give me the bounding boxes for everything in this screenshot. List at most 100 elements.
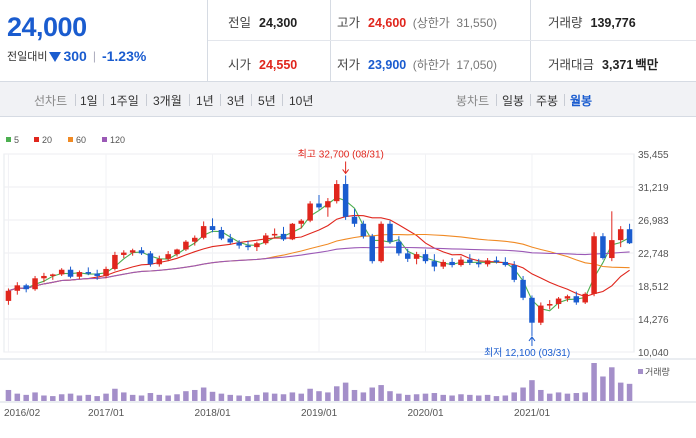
candle-body (475, 262, 482, 265)
volume-bar (227, 394, 234, 401)
legend-label: 120 (110, 135, 125, 145)
divider (220, 94, 221, 106)
candle-body (236, 242, 242, 246)
volume-label: 거래량 (645, 366, 670, 377)
candle-body (555, 298, 562, 305)
candle-chart-label: 봉차트 (456, 94, 490, 108)
candle-body (129, 250, 136, 253)
volume-bar (209, 391, 216, 401)
candle-body (263, 235, 269, 244)
amount-value: 3,371 (602, 58, 634, 72)
volume-bar (387, 391, 393, 401)
y-tick-label: 22,748 (638, 249, 669, 260)
y-tick-label: 10,040 (638, 348, 669, 359)
candle-body (5, 290, 12, 301)
annotations: 최고 32,700 (08/31) 최저 12,100 (03/31) (298, 148, 571, 358)
volume-bar (591, 363, 597, 401)
x-tick-label: 2016/02 (4, 408, 41, 419)
volume-bar (23, 394, 29, 401)
divider (530, 0, 531, 82)
volume-bar (511, 392, 517, 401)
volume-bar (103, 393, 109, 401)
upper-limit-value: 31,550) (456, 16, 498, 30)
high-annotation: 최고 32,700 (08/31) (298, 148, 384, 160)
volume-bar (192, 389, 198, 401)
divider (75, 94, 76, 106)
candle-body (440, 261, 446, 267)
candle-body (404, 253, 411, 259)
high-arrow-icon (342, 161, 350, 175)
divider (282, 94, 283, 106)
period-1d[interactable]: 1일 (80, 94, 98, 108)
price-chart[interactable]: 5 20 60 120 최고 32,700 (08/31) 최저 12,100 (03/… (0, 125, 696, 438)
volume-bar (609, 367, 615, 401)
volume-bar (32, 392, 38, 401)
candle-body (174, 249, 180, 255)
high-price: 고가 24,600 (상한가 31,550) (337, 12, 497, 31)
volume-bar (50, 396, 56, 401)
x-tick-label: 2017/01 (88, 408, 125, 419)
y-tick-label: 18,512 (638, 282, 669, 293)
prev-close-label: 전일 (228, 16, 252, 30)
candle-body (387, 223, 393, 242)
line-chart-label: 선차트 (34, 94, 68, 108)
period-3y[interactable]: 3년 (227, 94, 245, 108)
candle-body (378, 223, 384, 262)
change-row: 전일대비 300 | -1.23% (7, 48, 146, 64)
price-summary: 24,000 전일대비 300 | -1.23% 전일 24,300 시가 24,5… (0, 0, 696, 82)
x-axis: 2016/02 2017/01 2018/01 2019/01 2020/01 2021/… (0, 358, 696, 419)
volume-bar (325, 392, 331, 401)
candle-body (538, 305, 544, 323)
volume-bar (254, 394, 260, 401)
open-label: 시가 (228, 58, 252, 72)
candle-body (502, 261, 509, 266)
divider (496, 94, 497, 106)
volume-bar (431, 393, 438, 401)
candle-body (458, 259, 464, 266)
volume-bar (484, 394, 491, 401)
candle-body (289, 223, 296, 240)
volume-bar (316, 391, 322, 401)
candle-body (413, 254, 420, 259)
ma-line-20 (8, 214, 630, 298)
change-separator: | (92, 49, 96, 63)
change-label: 전일대비 (7, 51, 48, 63)
divider (103, 94, 104, 106)
volume-bar (449, 395, 455, 401)
candle-body (165, 254, 171, 259)
candle-body (609, 240, 615, 259)
period-5y[interactable]: 5년 (258, 94, 276, 108)
x-tick-label: 2020/01 (407, 408, 444, 419)
open-price: 시가 24,550 (228, 54, 297, 73)
candle-weekly[interactable]: 주봉 (536, 94, 559, 108)
low-arrow-icon (528, 336, 536, 346)
period-10y[interactable]: 10년 (289, 94, 314, 108)
volume-value: 139,776 (590, 16, 636, 30)
candlestick-chart[interactable]: 5 20 60 120 최고 32,700 (08/31) 최저 12,100 (03/… (0, 125, 696, 438)
candle-body (76, 272, 83, 277)
candle-body (307, 203, 313, 221)
divider (564, 94, 565, 106)
candle-daily[interactable]: 일봉 (502, 94, 525, 108)
ma-line-5 (8, 196, 630, 312)
candle-body (511, 265, 517, 280)
candle-body (573, 296, 580, 303)
x-tick-label: 2021/01 (514, 408, 551, 419)
volume-bar (147, 393, 154, 401)
volume-bar (333, 386, 340, 401)
divider (530, 94, 531, 106)
period-1y[interactable]: 1년 (196, 94, 214, 108)
volume-bar (626, 383, 633, 401)
x-tick-label: 2019/01 (301, 408, 338, 419)
candle-monthly[interactable]: 월봉 (570, 94, 593, 108)
volume-bar (138, 395, 145, 401)
volume-bar (289, 392, 296, 401)
candle-body (112, 254, 118, 269)
period-1w[interactable]: 1주일 (110, 94, 139, 108)
candle-body (351, 216, 358, 224)
y-tick-label: 26,983 (638, 216, 669, 227)
amount-unit: 백만 (635, 58, 659, 72)
candle-body (67, 269, 74, 277)
volume-bar (94, 396, 100, 401)
period-3m[interactable]: 3개월 (153, 94, 182, 108)
